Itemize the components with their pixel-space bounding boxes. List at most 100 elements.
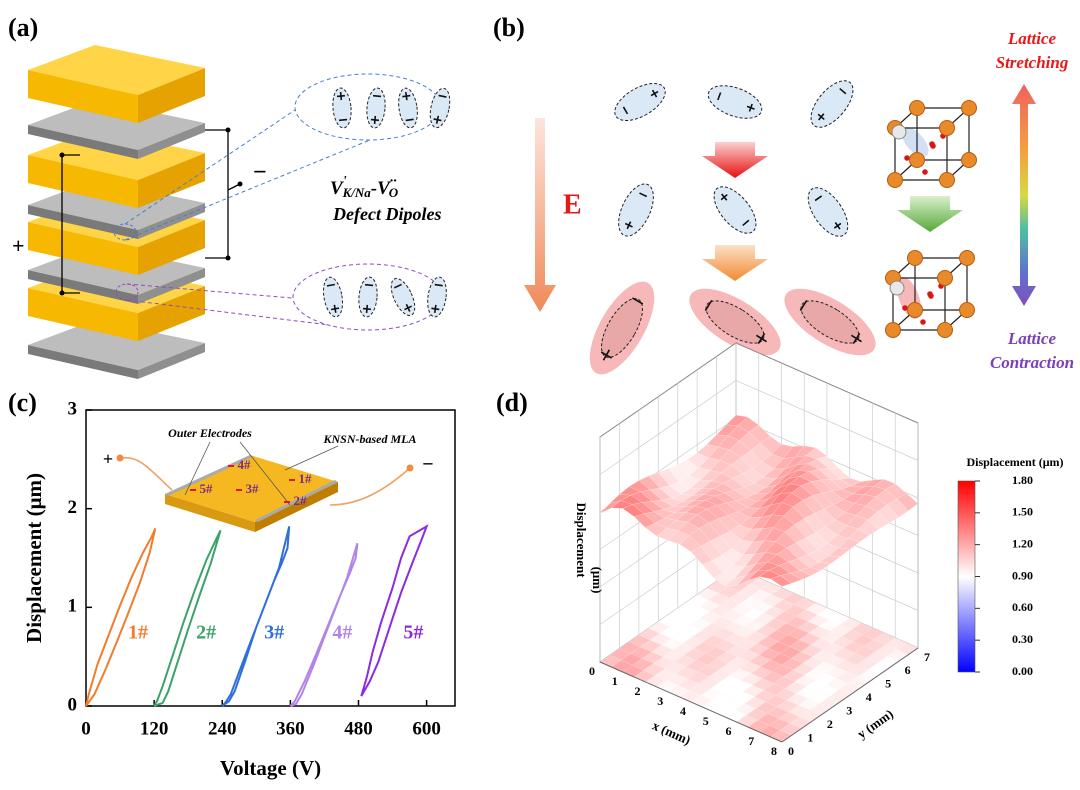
lattice-label: Contraction [990, 353, 1074, 372]
pointer [184, 441, 211, 496]
oxygen [920, 319, 926, 325]
y-tick-label: 5 [885, 677, 891, 691]
x-tick-label: 5 [703, 714, 709, 728]
atom [961, 152, 977, 168]
sign [799, 299, 808, 311]
zoom-spot [115, 283, 139, 301]
site-label: 4# [238, 457, 252, 472]
terminal: + [12, 233, 25, 258]
sign [434, 283, 443, 287]
process-arrow [702, 245, 768, 281]
dipole-body [705, 300, 765, 344]
grid-line [735, 380, 919, 461]
dipole-body [614, 82, 666, 122]
process-arrow [702, 142, 768, 178]
sign [433, 304, 437, 313]
dipole-body [800, 300, 860, 344]
atom [909, 152, 925, 168]
dipole [398, 87, 418, 129]
plate-side [28, 345, 138, 379]
y-tick-label: 1 [68, 596, 78, 617]
plate-top [28, 320, 205, 370]
symbol: V [330, 178, 344, 199]
dipole [427, 276, 447, 318]
dipole-body [427, 276, 447, 318]
dipole-body [713, 186, 757, 234]
x-tick-label: 240 [208, 718, 237, 739]
y-axis-title: y (mm) [854, 706, 895, 741]
dipole [689, 288, 781, 356]
superscript: ' [343, 174, 347, 189]
sign [405, 118, 414, 122]
dipole-body [601, 298, 643, 358]
sign [326, 283, 335, 287]
oxygen [904, 155, 910, 161]
pointer [284, 445, 339, 471]
atom [961, 100, 977, 116]
surface-cell [789, 570, 812, 580]
colorbar-tick-label: 1.50 [1012, 505, 1033, 519]
atom [959, 302, 975, 318]
panel-a: + − V' K/Na-V·· O Defect Dipoles [12, 45, 451, 379]
plate-top [28, 45, 205, 95]
subscript: K/Na [342, 185, 372, 200]
site-label: 1# [299, 471, 313, 486]
sign [365, 304, 369, 314]
lead-wire [329, 467, 411, 506]
panel-c: 0 120 240 360 480 600 0 1 2 3 Voltage (V) Displacem… [22, 398, 456, 780]
y-tick-label: 0 [68, 694, 78, 715]
inset-label: Outer Electrodes [168, 426, 252, 440]
plate-side [138, 123, 205, 159]
defect-site [901, 127, 929, 157]
x-tick-label: 1 [612, 674, 618, 688]
plate-side [28, 70, 138, 123]
dipole [807, 187, 849, 237]
wire-node [225, 255, 231, 261]
panel-b: E Lattice Stretching Lattice Contraction [524, 29, 1074, 375]
sign [602, 349, 611, 361]
surface-cell [734, 563, 757, 579]
defect-formula: V' K/Na-V·· O [330, 174, 399, 200]
superscript: ·· [390, 174, 397, 189]
colorbar-tick-label: 1.20 [1012, 536, 1033, 550]
sign [364, 283, 374, 287]
plate-side [138, 268, 205, 304]
colorbar-tick-label: 0.90 [1012, 568, 1033, 582]
process-arrow [897, 196, 963, 232]
sign [717, 92, 722, 101]
lattice-arrow [1012, 84, 1036, 306]
sign [435, 115, 440, 124]
x-tick-label: 7 [748, 734, 754, 748]
series-label: 2# [196, 622, 216, 644]
z-axis-title: Displacement [574, 502, 589, 578]
electrode [255, 480, 338, 522]
x-tick-label: 360 [276, 718, 305, 739]
loop-line [153, 529, 222, 707]
y-tick-label: 3 [846, 703, 852, 717]
sign [850, 334, 862, 343]
sign [704, 299, 713, 311]
x-tick-label: 6 [726, 724, 732, 738]
panel-label: (d) [496, 388, 528, 417]
atom [887, 172, 903, 188]
plate-side [138, 286, 205, 341]
inset-terminal: + [103, 449, 113, 469]
zoom-line [124, 139, 371, 241]
sign [404, 92, 408, 101]
dash: - [371, 178, 377, 199]
wire-node [237, 181, 243, 187]
atom [959, 250, 975, 266]
plate-side [28, 270, 138, 304]
series-label: 1# [128, 622, 148, 644]
oxygen [930, 143, 936, 149]
atom [937, 270, 953, 286]
loop-line [85, 528, 157, 707]
y-tick-label: 2 [827, 717, 833, 731]
sign [755, 334, 767, 343]
x-tick-label: 120 [140, 718, 169, 739]
sign [622, 106, 629, 115]
device-side [165, 494, 255, 532]
surface-cell [808, 562, 832, 571]
site-label: 5# [200, 481, 214, 496]
subscript: O [389, 185, 399, 200]
